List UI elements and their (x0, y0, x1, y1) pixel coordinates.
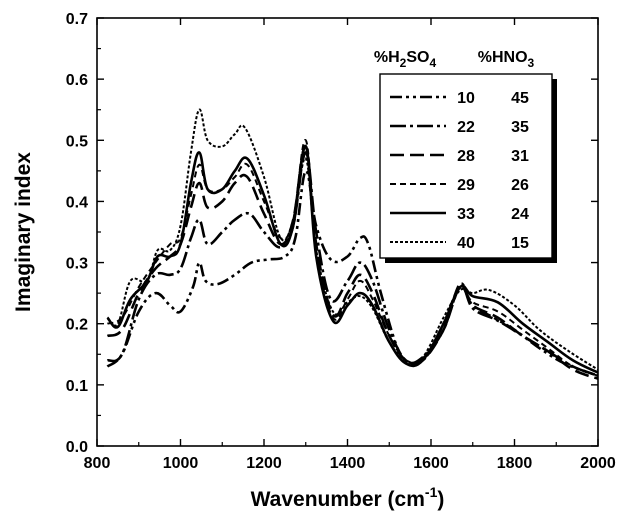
y-axis-title: Imaginary index (12, 152, 35, 312)
series-line-40-15 (106, 108, 599, 371)
legend-h2so4-value: 28 (457, 148, 475, 165)
legend-header-hno3-sub: 3 (528, 56, 535, 70)
labels-layer: 800 1000 1200 1400 1600 1800 2000 0.0 0.1 0.2 0.3 0… (66, 11, 616, 472)
y-tick-label-0.5: 0.5 (66, 133, 88, 150)
series-layer (106, 108, 599, 380)
x-title-base: Wavenumber (cm (251, 488, 425, 511)
legend-header-h2so4: %H2SO4 (374, 49, 437, 70)
y-tick-label-0: 0.0 (66, 439, 88, 456)
x-tick-label-2000: 2000 (580, 455, 616, 472)
y-tick-label-0.1: 0.1 (66, 378, 88, 395)
legend-header-h2so4-base: %H (374, 49, 400, 66)
legend-h2so4-value: 40 (457, 235, 475, 252)
x-tick-label-1200: 1200 (246, 455, 282, 472)
legend-header-h2so4-mid: SO (406, 49, 429, 66)
legend-hno3-value: 24 (511, 206, 529, 223)
legend-entries: 10 45 22 35 28 31 29 26 33 24 40 15 (390, 90, 529, 252)
x-tick-label-1400: 1400 (330, 455, 366, 472)
legend-hno3-value: 45 (511, 90, 529, 107)
legend-h2so4-value: 33 (457, 206, 475, 223)
legend-hno3-value: 15 (511, 235, 529, 252)
plot-frame (96, 17, 599, 447)
y-tick-label-0.4: 0.4 (66, 194, 88, 211)
legend-hno3-value: 35 (511, 119, 529, 136)
y-tick-label-0.3: 0.3 (66, 256, 88, 273)
legend-box (379, 73, 553, 259)
x-tick-label-1800: 1800 (497, 455, 533, 472)
y-tick-label-0.2: 0.2 (66, 317, 88, 334)
legend-header-h2so4-sub2: 4 (429, 56, 436, 70)
legend-h2so4-value: 29 (457, 177, 475, 194)
legend-hno3-value: 31 (511, 148, 529, 165)
legend-header-hno3: %HNO3 (478, 49, 535, 70)
y-tick-label-0.7: 0.7 (66, 11, 88, 28)
y-tick-label-0.6: 0.6 (66, 72, 88, 89)
legend-header-h2so4-sub1: 2 (400, 56, 407, 70)
x-title-close: ) (437, 488, 444, 511)
x-title-sup: -1 (425, 484, 438, 500)
legend-hno3-value: 26 (511, 177, 529, 194)
legend-h2so4-value: 22 (457, 119, 475, 136)
x-tick-label-1000: 1000 (163, 455, 199, 472)
x-axis-title: Wavenumber (cm-1) (251, 484, 445, 511)
x-tick-label-1600: 1600 (413, 455, 449, 472)
legend-h2so4-value: 10 (457, 90, 475, 107)
legend-header-hno3-base: %HNO (478, 49, 528, 66)
x-tick-label-800: 800 (84, 455, 111, 472)
